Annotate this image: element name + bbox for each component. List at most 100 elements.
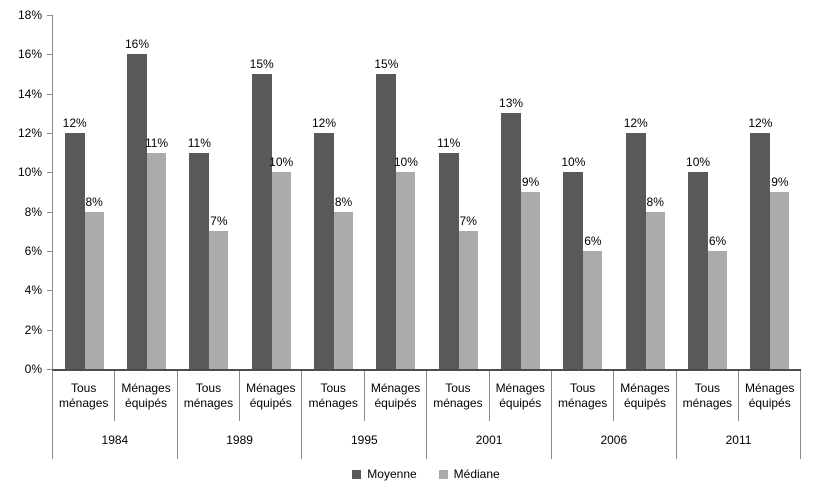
year-label: 2011 <box>725 433 752 447</box>
sub-category-row: Tous ménages Ménages équipés <box>53 371 177 421</box>
bar-moyenne: 10% <box>561 155 585 369</box>
bar-group-2001: 11% 7% 13% 9% <box>427 15 552 369</box>
sub-category-label: Ménages équipés <box>620 381 670 410</box>
sub-category-label: Ménages équipés <box>370 381 421 410</box>
bar-médiane: 8% <box>84 195 104 369</box>
bar-médiane: 10% <box>269 155 293 369</box>
bar-value-label: 7% <box>459 214 477 229</box>
bar-moyenne: 13% <box>499 96 523 369</box>
bar-value-label: 15% <box>374 57 399 71</box>
year-label: 1989 <box>226 433 253 447</box>
bar-value-label: 12% <box>62 116 87 130</box>
sub-category-label: Ménages équipés <box>745 381 795 410</box>
legend-item-moyenne: Moyenne <box>352 467 417 481</box>
bar-value-label: 7% <box>210 214 228 229</box>
legend-label: Moyenne <box>367 467 417 481</box>
y-tick-mark <box>47 172 52 174</box>
y-tick-label: 12% <box>17 126 42 140</box>
y-tick-label: 6% <box>24 244 42 258</box>
bar-rect <box>501 113 522 369</box>
bar-subgroup: 12% 9% <box>739 15 801 369</box>
bar-value-label: 11% <box>437 135 461 150</box>
bar-value-label: 6% <box>708 234 727 248</box>
year-label: 1995 <box>350 433 378 447</box>
bar-subgroup: 11% 7% <box>178 15 240 369</box>
y-tick-mark <box>47 93 52 95</box>
bar-rect <box>84 211 104 369</box>
bar-value-label: 11% <box>187 135 211 150</box>
bar-value-label: 10% <box>393 155 418 170</box>
bar-médiane: 8% <box>645 195 665 369</box>
bar-value-label: 8% <box>85 194 103 209</box>
legend-swatch <box>352 469 362 479</box>
bar-subgroup: 12% 8% <box>302 15 364 369</box>
year-label: 2001 <box>475 433 503 447</box>
bar-médiane: 7% <box>209 214 229 369</box>
bar-rect <box>583 251 603 369</box>
y-tick-mark <box>47 369 52 370</box>
y-tick-mark <box>47 15 52 16</box>
y-tick-label: 0% <box>24 362 42 376</box>
x-axis-labels: Tous ménages Ménages équipés 1984 Tous ména… <box>52 371 802 459</box>
bar-value-label: 12% <box>748 116 773 130</box>
bar-rect <box>688 172 709 369</box>
bar-rect <box>458 231 478 369</box>
bar-médiane: 7% <box>458 214 478 369</box>
bar-rect <box>209 231 229 369</box>
bar-moyenne: 16% <box>125 37 149 369</box>
sub-category-label: Ménages équipés <box>121 381 171 410</box>
sub-category-row: Tous ménages Ménages équipés <box>552 371 676 421</box>
bar-moyenne: 12% <box>63 116 87 369</box>
bar-rect <box>521 192 541 369</box>
year-cell-1984: Tous ménages Ménages équipés 1984 <box>53 371 178 459</box>
y-tick-label: 10% <box>17 165 42 180</box>
sub-category-label: Ménages équipés <box>495 381 545 410</box>
y-tick-mark <box>47 54 52 56</box>
bar-moyenne: 11% <box>188 136 211 369</box>
year-cell-1989: Tous ménages Ménages équipés 1989 <box>178 371 303 459</box>
bar-value-label: 9% <box>521 175 540 189</box>
bar-rect <box>396 172 416 369</box>
y-tick-label: 14% <box>17 86 42 101</box>
sub-category-label: Tous ménages <box>302 371 365 421</box>
sub-category-label: Tous ménages <box>53 371 116 421</box>
bar-group-2011: 10% 6% 12% 9% <box>676 15 801 369</box>
bar-rect <box>64 133 85 369</box>
bar-moyenne: 15% <box>374 57 398 369</box>
bar-rect <box>314 133 335 369</box>
bar-moyenne: 12% <box>624 116 648 369</box>
bar-value-label: 6% <box>584 234 602 248</box>
plot-area: 12% 8% 16% 11% 11% 7% 15% 10% 12% 8% 15% 10% 11% 7% 13… <box>52 15 801 371</box>
bar-moyenne: 15% <box>250 57 274 369</box>
bar-rect <box>189 152 210 369</box>
bar-rect <box>708 251 728 369</box>
bar-médiane: 6% <box>708 234 728 369</box>
y-tick-label: 2% <box>24 322 42 337</box>
bar-value-label: 15% <box>249 57 274 71</box>
y-tick-mark <box>47 329 52 331</box>
bar-subgroup: 11% 7% <box>427 15 489 369</box>
bar-médiane: 8% <box>334 195 354 369</box>
bar-value-label: 9% <box>771 175 789 189</box>
bar-rect <box>625 133 646 369</box>
y-axis: 0% 2% 4% 6% 8% 10% 12% 14% 16% 18% <box>0 0 52 499</box>
year-cell-2011: Tous ménages Ménages équipés 2011 <box>677 371 802 459</box>
bar-rect <box>334 211 354 369</box>
bar-value-label: 10% <box>561 155 586 170</box>
bar-médiane: 9% <box>521 175 541 369</box>
bar-group-2006: 10% 6% 12% 8% <box>552 15 677 369</box>
y-tick-label: 18% <box>17 8 42 22</box>
bar-médiane: 11% <box>145 136 168 369</box>
bar-value-label: 12% <box>623 116 648 130</box>
bar-subgroup: 15% 10% <box>240 15 302 369</box>
bar-subgroup: 12% 8% <box>53 15 115 369</box>
sub-category-label: Tous ménages <box>178 371 241 421</box>
legend-label: Médiane <box>453 467 500 481</box>
y-tick-mark <box>47 211 52 213</box>
bar-médiane: 10% <box>394 155 418 369</box>
bar-value-label: 11% <box>144 135 169 150</box>
bar-rect <box>271 172 291 369</box>
bar-rect <box>376 74 397 369</box>
bar-médiane: 6% <box>583 234 603 369</box>
